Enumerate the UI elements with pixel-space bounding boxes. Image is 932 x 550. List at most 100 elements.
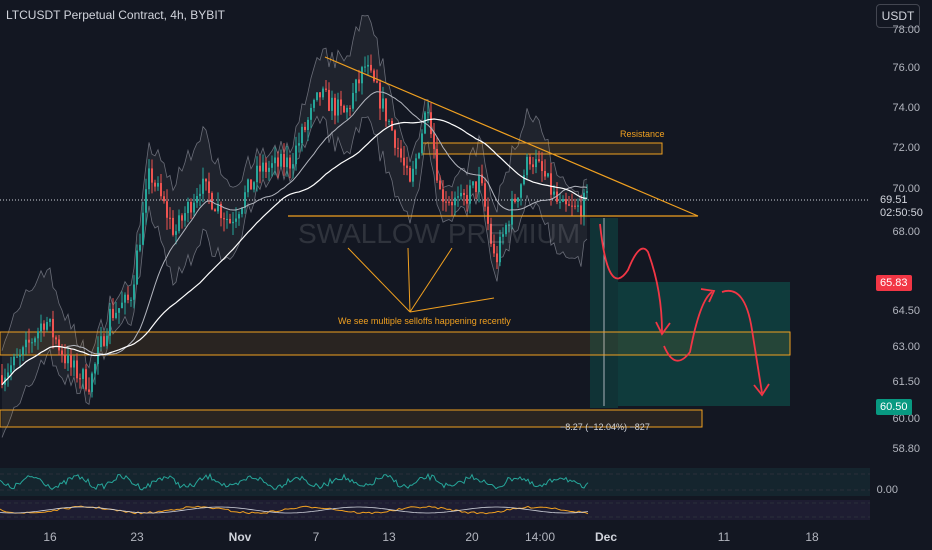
candle-body <box>289 157 291 169</box>
candle-body <box>46 322 48 330</box>
candle-body <box>118 308 120 313</box>
candle-body <box>565 199 567 205</box>
candle-body <box>142 212 144 245</box>
candle-body <box>403 157 405 166</box>
candle-body <box>28 339 30 343</box>
oscillator-2-band <box>0 500 870 520</box>
candle-body <box>325 88 327 90</box>
candle-body <box>283 153 285 168</box>
candle-body <box>112 308 114 318</box>
candle-body <box>262 162 264 172</box>
candle-body <box>256 165 258 183</box>
candle-body <box>166 201 168 218</box>
candle-body <box>223 218 225 220</box>
candle-body <box>121 302 123 309</box>
candle-body <box>139 244 141 251</box>
candle-body <box>460 192 462 197</box>
candle-body <box>34 338 36 343</box>
currency-button[interactable]: USDT <box>876 4 920 28</box>
candle-body <box>553 191 555 195</box>
candle-body <box>247 179 249 193</box>
support-zone-lower <box>0 409 703 428</box>
time-label-20: 20 <box>465 530 479 544</box>
candle-body <box>301 126 303 144</box>
candle-body <box>373 70 375 82</box>
candle-body <box>433 134 435 149</box>
candle-body <box>337 99 339 116</box>
candle-body <box>346 107 348 113</box>
candle-body <box>40 323 42 332</box>
candle-body <box>352 92 354 109</box>
candle-body <box>397 147 399 149</box>
candle-body <box>490 223 492 244</box>
time-label-23: 23 <box>130 530 144 544</box>
candle-body <box>532 164 534 168</box>
candle-body <box>259 165 261 172</box>
candle-body <box>442 189 444 202</box>
candle-body <box>160 183 162 197</box>
selloff-arrow <box>347 247 411 313</box>
symbol-legend[interactable]: LTCUSDT Perpetual Contract, 4h, BYBIT <box>6 8 225 22</box>
candle-body <box>574 205 576 207</box>
price-tick-72: 72.00 <box>892 142 920 154</box>
candle-body <box>562 199 564 202</box>
candle-body <box>388 120 390 122</box>
candle-body <box>205 178 207 182</box>
candle-body <box>124 294 126 303</box>
candle-body <box>463 192 465 196</box>
candle-body <box>286 157 288 168</box>
candle-body <box>217 203 219 212</box>
candle-body <box>136 250 138 285</box>
candle-body <box>481 174 483 184</box>
time-label-14-00: 14:00 <box>524 530 556 544</box>
candle-body <box>103 336 105 346</box>
candle-body <box>244 192 246 208</box>
trend-drawings <box>0 56 870 397</box>
candle-body <box>130 299 132 301</box>
oscillator-1-band <box>0 468 870 496</box>
candle-body <box>469 185 471 204</box>
candle-body <box>214 209 216 212</box>
candle-body <box>238 214 240 219</box>
ma-short-line <box>1 91 588 386</box>
candle-body <box>172 217 174 235</box>
candle-body <box>250 179 252 190</box>
oscillator-2-slow <box>0 506 589 514</box>
candle-body <box>310 107 312 120</box>
candle-body <box>370 64 372 71</box>
candle-body <box>127 294 129 301</box>
candle-body <box>382 98 384 109</box>
candle-body <box>85 369 87 390</box>
candle-body <box>343 105 345 113</box>
candle-body <box>514 198 516 202</box>
candle-body <box>316 92 318 100</box>
candle-body <box>163 196 165 202</box>
candle-body <box>148 168 150 190</box>
candle-body <box>268 167 270 172</box>
descending-trendline <box>324 56 699 217</box>
candle-body <box>175 231 177 235</box>
candle-body <box>517 197 519 202</box>
candle-body <box>451 202 453 206</box>
price-tick-61-5: 61.50 <box>892 376 920 388</box>
candle-body <box>196 196 198 203</box>
time-label-18: 18 <box>805 530 819 544</box>
candle-body <box>70 355 72 368</box>
projection-path-1 <box>599 223 663 333</box>
selloffs-label: We see multiple selloffs happening recen… <box>338 316 511 326</box>
candle-body <box>334 97 336 116</box>
candle-body <box>79 378 81 380</box>
bollinger-upper <box>1 15 588 369</box>
time-label-16: 16 <box>43 530 57 544</box>
projection-path-3 <box>721 289 763 394</box>
candle-body <box>406 165 408 168</box>
candle-body <box>253 182 255 190</box>
candle-body <box>202 178 204 194</box>
candle-body <box>199 193 201 197</box>
candle-body <box>523 175 525 185</box>
candle-body <box>487 206 489 224</box>
candle-body <box>544 171 546 177</box>
candle-body <box>586 191 588 193</box>
price-tick-58-8: 58.80 <box>892 443 920 455</box>
